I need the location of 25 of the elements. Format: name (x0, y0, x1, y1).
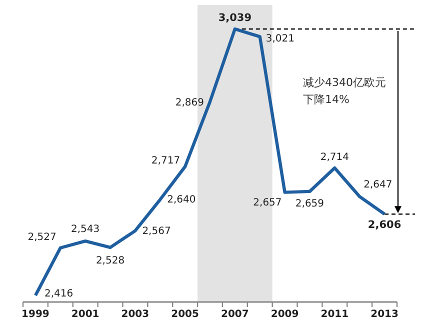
data-label: 2,527 (28, 232, 56, 243)
data-label: 2,659 (295, 198, 324, 210)
x-tick-label: 2011 (320, 309, 349, 320)
data-label: 2,528 (96, 255, 125, 266)
x-tick-label: 2007 (221, 309, 249, 320)
data-label: 3,039 (218, 12, 252, 24)
data-label: 3,021 (266, 34, 295, 45)
data-label: 2,869 (175, 98, 204, 109)
data-label: 2,714 (320, 152, 349, 163)
x-tick-label: 1999 (22, 309, 50, 320)
data-label: 2,647 (364, 180, 392, 191)
annotation: 减少4340亿欧元 (303, 76, 386, 89)
x-tick-label: 2013 (370, 309, 398, 320)
data-label: 2,416 (44, 288, 74, 300)
annotation: 下降14% (303, 93, 350, 106)
data-label: 2,543 (71, 224, 100, 236)
data-label: 2,657 (253, 197, 282, 208)
x-tick-label: 2003 (121, 309, 150, 320)
data-label: 2,717 (151, 156, 180, 167)
data-label: 2,567 (142, 226, 171, 237)
x-tick-label: 2009 (270, 309, 299, 320)
data-label: 2,606 (368, 219, 402, 232)
x-tick-label: 2005 (171, 309, 200, 320)
data-label: 2,640 (167, 194, 196, 206)
x-tick-label: 2001 (71, 309, 100, 320)
